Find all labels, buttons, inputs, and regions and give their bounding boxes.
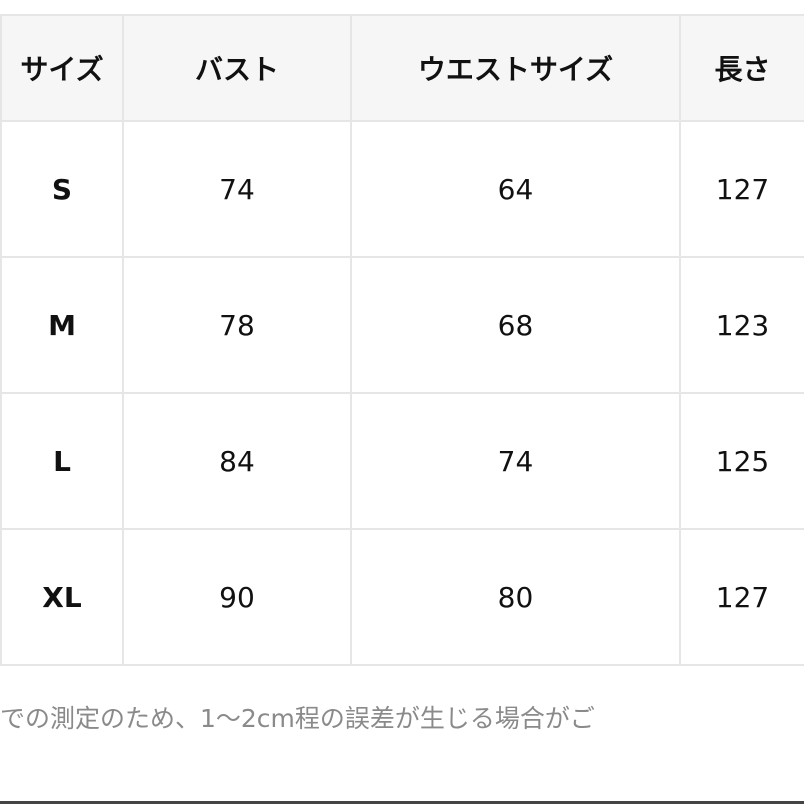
cell-length: 125 xyxy=(679,392,804,530)
size-table: サイズ バスト ウエストサイズ 長さ S 74 64 127 M 78 68 1… xyxy=(0,14,804,666)
cell-waist: 64 xyxy=(350,120,681,258)
cell-bust: 78 xyxy=(122,256,352,394)
cell-bust: 90 xyxy=(122,528,352,666)
measurement-note: での測定のため、1〜2cm程の誤差が生じる場合がご xyxy=(0,704,595,733)
header-bust: バスト xyxy=(122,14,352,122)
cell-size: L xyxy=(0,392,124,530)
cell-bust: 84 xyxy=(122,392,352,530)
cell-size: S xyxy=(0,120,124,258)
cell-size: XL xyxy=(0,528,124,666)
table-row: XL 90 80 127 xyxy=(0,528,804,666)
cell-length: 127 xyxy=(679,528,804,666)
cell-bust: 74 xyxy=(122,120,352,258)
divider xyxy=(0,801,804,804)
header-length: 長さ xyxy=(679,14,804,122)
cell-waist: 74 xyxy=(350,392,681,530)
cell-length: 123 xyxy=(679,256,804,394)
header-waist: ウエストサイズ xyxy=(350,14,681,122)
table-row: L 84 74 125 xyxy=(0,392,804,530)
cell-waist: 80 xyxy=(350,528,681,666)
cell-length: 127 xyxy=(679,120,804,258)
table-header-row: サイズ バスト ウエストサイズ 長さ xyxy=(0,14,804,122)
cell-waist: 68 xyxy=(350,256,681,394)
header-size: サイズ xyxy=(0,14,124,122)
cell-size: M xyxy=(0,256,124,394)
table-row: S 74 64 127 xyxy=(0,120,804,258)
table-row: M 78 68 123 xyxy=(0,256,804,394)
